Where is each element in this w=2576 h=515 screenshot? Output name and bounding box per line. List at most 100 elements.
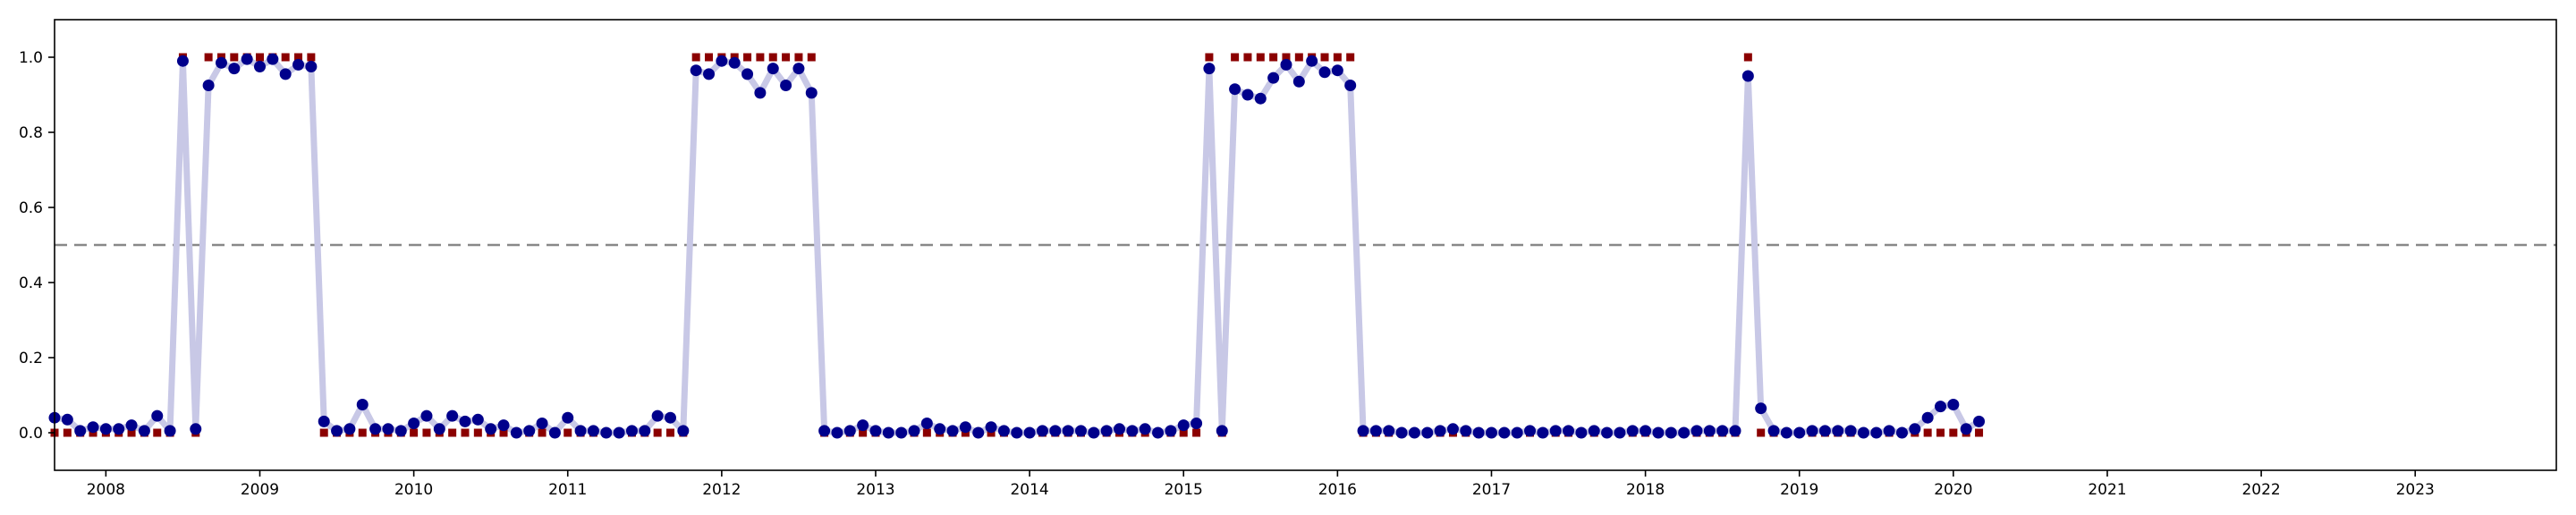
probability-point: [202, 80, 215, 91]
probability-point: [356, 399, 369, 410]
x-tick-label: 2010: [394, 481, 433, 499]
probability-point: [267, 53, 279, 65]
label-marker: [1282, 53, 1291, 62]
x-tick-label: 2022: [2241, 481, 2280, 499]
probability-point: [1767, 425, 1780, 437]
probability-point: [1626, 425, 1639, 437]
label-marker: [230, 53, 239, 62]
label-marker: [153, 428, 162, 437]
probability-point: [651, 409, 664, 422]
probability-point: [831, 426, 843, 439]
probability-point: [1241, 89, 1254, 101]
probability-point: [562, 411, 574, 424]
probability-point: [920, 418, 933, 429]
probability-point: [1947, 399, 1960, 410]
probability-point: [369, 423, 382, 435]
probability-point: [703, 68, 716, 80]
label-marker: [1936, 428, 1945, 437]
probability-point: [1563, 425, 1575, 437]
label-marker: [307, 53, 316, 62]
probability-point: [1895, 426, 1908, 439]
probability-point: [1254, 92, 1267, 105]
x-tick-label: 2017: [1472, 481, 1511, 499]
label-marker: [691, 53, 700, 62]
probability-point: [587, 425, 599, 437]
probability-point: [843, 425, 856, 437]
probability-point: [420, 409, 433, 422]
label-marker: [1757, 428, 1766, 437]
label-marker: [294, 53, 303, 62]
probability-point: [1741, 70, 1754, 82]
probability-point: [1870, 426, 1883, 439]
label-marker: [499, 428, 508, 437]
probability-point: [331, 425, 343, 437]
label-marker: [794, 53, 803, 62]
probability-point: [1395, 426, 1408, 439]
probability-point: [215, 56, 227, 69]
probability-point: [113, 423, 125, 435]
label-marker: [922, 428, 931, 437]
probability-point: [959, 421, 971, 434]
probability-point: [1088, 426, 1100, 439]
probability-point: [1165, 425, 1177, 437]
probability-point: [1678, 426, 1690, 439]
probability-point: [1062, 425, 1074, 437]
probability-point: [1267, 72, 1280, 84]
probability-point: [1844, 425, 1857, 437]
probability-point: [946, 425, 959, 437]
probability-point: [1331, 64, 1343, 77]
label-marker: [127, 428, 136, 437]
probability-point: [1100, 425, 1113, 437]
probability-point: [61, 413, 73, 426]
probability-point: [433, 423, 445, 435]
label-marker: [1743, 53, 1752, 62]
probability-point: [1665, 426, 1677, 439]
probability-point: [1191, 418, 1203, 429]
probability-point: [1383, 425, 1395, 437]
probability-point: [305, 61, 318, 72]
probability-point: [1203, 63, 1216, 75]
x-tick-label: 2014: [1010, 481, 1048, 499]
probability-point: [1292, 75, 1305, 88]
probability-point: [934, 423, 946, 435]
probability-point: [446, 409, 459, 422]
probability-point: [394, 425, 407, 437]
probability-point: [780, 80, 792, 91]
probability-point: [625, 425, 638, 437]
probability-point: [1421, 426, 1434, 439]
probability-point: [292, 58, 305, 71]
label-marker: [807, 53, 816, 62]
probability-point: [972, 426, 985, 439]
label-marker: [1975, 428, 1984, 437]
probability-point: [895, 426, 908, 439]
probability-point: [279, 68, 292, 80]
label-marker: [1205, 53, 1214, 62]
probability-point: [74, 425, 87, 437]
x-tick-label: 2023: [2396, 481, 2435, 499]
label-marker: [1346, 53, 1355, 62]
x-tick-label: 2019: [1780, 481, 1818, 499]
label-marker: [204, 53, 213, 62]
label-marker: [461, 428, 470, 437]
probability-point: [728, 56, 741, 69]
x-tick-label: 2018: [1626, 481, 1665, 499]
probability-point: [1460, 425, 1472, 437]
probability-point: [138, 425, 150, 437]
probability-point: [87, 421, 99, 434]
label-marker: [1192, 428, 1201, 437]
probability-point: [1485, 426, 1497, 439]
probability-point: [1280, 58, 1292, 71]
probability-point: [1780, 426, 1792, 439]
probability-point: [343, 423, 356, 435]
probability-point: [1690, 425, 1703, 437]
probability-point: [908, 425, 920, 437]
probability-point: [1011, 426, 1023, 439]
probability-point: [1935, 401, 1947, 413]
probability-point: [754, 87, 767, 99]
label-marker: [1333, 53, 1342, 62]
x-tick-label: 2011: [548, 481, 587, 499]
probability-point: [523, 425, 536, 437]
label-marker: [1269, 53, 1278, 62]
label-marker: [653, 428, 662, 437]
probability-point: [1729, 425, 1741, 437]
